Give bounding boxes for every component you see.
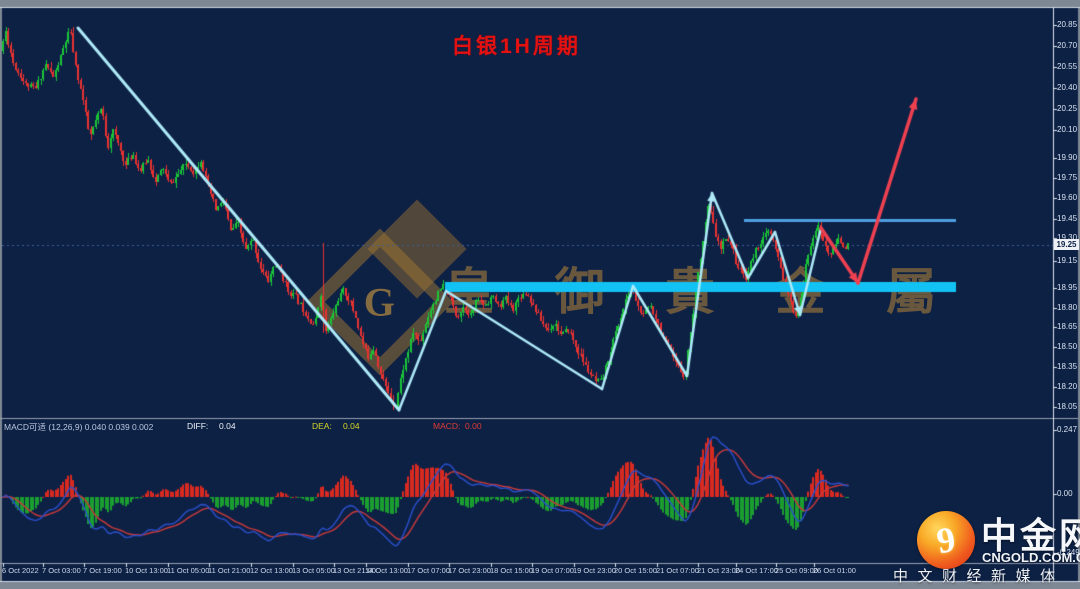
current-price-value: 19.25 (1056, 240, 1077, 249)
brand-name: 中金网 (981, 515, 1080, 556)
brand-domain: CNGOLD.COM.CN (982, 550, 1080, 565)
cngold-brand-logo: 9 中金网 CNGOLD.COM.CN 中文财经新媒体 (893, 503, 1080, 585)
cngold-logo-icon: 9 (917, 511, 975, 569)
brand-tagline: 中文财经新媒体 (893, 568, 1065, 585)
current-price-box: 19.25 (1054, 239, 1079, 250)
